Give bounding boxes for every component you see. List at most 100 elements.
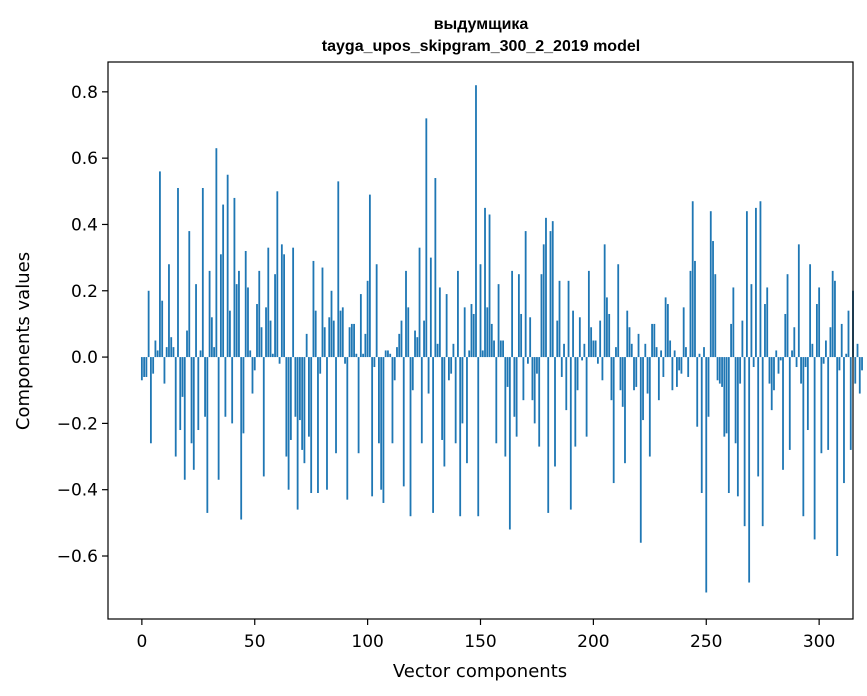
bar-component-243: [689, 270, 692, 358]
bar-component-118: [407, 307, 410, 358]
x-tick-label: 100: [351, 632, 383, 652]
bar-component-39: [229, 310, 231, 358]
y-axis-label: Components values: [13, 252, 34, 430]
bar-component-30: [208, 270, 211, 358]
bar-component-74: [308, 357, 310, 437]
bar-component-272: [755, 207, 757, 358]
bar-component-138: [452, 343, 455, 358]
bar-component-80: [321, 267, 324, 358]
bar-component-226: [651, 323, 653, 358]
bar-component-32: [213, 347, 216, 358]
x-axis-label: Vector components: [393, 661, 567, 682]
bar-component-46: [244, 250, 247, 358]
bar-component-115: [400, 320, 403, 358]
bar-component-122: [416, 337, 419, 358]
bar-component-68: [294, 357, 297, 417]
bar-component-134: [443, 357, 446, 467]
bar-component-256: [718, 357, 721, 384]
bar-component-157: [495, 357, 498, 444]
bar-component-29: [206, 357, 209, 513]
bar-component-262: [732, 287, 735, 358]
bar-component-166: [515, 357, 518, 437]
bar-component-45: [242, 357, 245, 434]
bar-component-92: [348, 327, 351, 358]
bar-component-111: [391, 357, 394, 444]
bar-component-196: [583, 343, 586, 358]
bar-component-10: [163, 357, 166, 384]
x-tick-label: 250: [690, 632, 722, 652]
bar-component-145: [468, 350, 471, 358]
bar-component-55: [265, 307, 267, 358]
bar-component-247: [698, 353, 701, 358]
bar-component-69: [296, 357, 299, 510]
bar-component-70: [298, 357, 301, 421]
bar-component-233: [666, 304, 669, 358]
bar-component-249: [703, 347, 705, 358]
bar-component-164: [511, 270, 514, 358]
bar-component-308: [836, 357, 839, 557]
bar-component-76: [312, 260, 315, 358]
bar-component-242: [687, 357, 690, 377]
bar-component-228: [655, 347, 658, 358]
bar-component-82: [326, 357, 328, 490]
x-tick-label: 300: [803, 632, 835, 652]
bar-component-60: [276, 191, 279, 358]
bar-component-245: [694, 260, 696, 358]
bar-component-250: [705, 357, 708, 593]
x-tick-label: 50: [244, 632, 266, 652]
bar-component-194: [578, 317, 581, 358]
bar-component-311: [843, 357, 845, 484]
bar-component-302: [822, 357, 825, 364]
bar-component-307: [834, 280, 836, 358]
bar-component-23: [192, 357, 195, 470]
bar-component-240: [682, 307, 685, 358]
bar-component-263: [734, 357, 737, 444]
bar-component-146: [470, 304, 473, 358]
bar-component-207: [608, 313, 611, 358]
bar-component-41: [233, 197, 236, 358]
bar-component-300: [818, 287, 821, 358]
bar-component-271: [752, 357, 755, 368]
bar-component-281: [775, 350, 778, 358]
bar-component-182: [551, 221, 554, 358]
bar-component-296: [809, 264, 812, 358]
bar-component-285: [784, 313, 787, 358]
bar-component-37: [224, 357, 227, 417]
bar-component-205: [603, 244, 606, 358]
bar-component-264: [736, 357, 739, 497]
bar-component-130: [434, 178, 437, 358]
bar-component-40: [231, 357, 234, 424]
bar-component-261: [730, 323, 732, 358]
bar-component-232: [664, 297, 667, 358]
bar-component-108: [384, 350, 387, 358]
bar-component-259: [725, 357, 728, 434]
bar-component-143: [463, 307, 466, 358]
bar-component-246: [696, 357, 699, 427]
bar-component-251: [707, 357, 710, 417]
bar-component-163: [508, 357, 511, 530]
bar-component-121: [414, 330, 416, 358]
chart-title-line-2: tayga_upos_skipgram_300_2_2019 model: [322, 38, 640, 55]
bar-component-184: [556, 320, 559, 358]
bar-component-57: [269, 320, 272, 358]
bar-component-49: [251, 357, 254, 394]
bar-component-35: [219, 254, 222, 358]
bar-component-123: [418, 247, 421, 358]
bar-component-200: [592, 340, 595, 358]
chart-title-line-1: выдумщика: [434, 16, 529, 33]
bar-component-120: [411, 357, 414, 391]
x-tick-label: 0: [136, 632, 147, 652]
x-axis-ticks: 0 50 100 150 200 250 300: [136, 619, 835, 652]
bar-component-238: [678, 357, 681, 371]
bar-component-159: [499, 340, 502, 358]
bar-component-132: [438, 287, 441, 358]
bar-component-254: [714, 274, 717, 358]
bar-component-50: [253, 357, 256, 371]
bar-component-103: [373, 357, 376, 368]
bar-component-126: [425, 118, 428, 358]
bar-component-11: [165, 347, 168, 358]
bar-component-284: [782, 357, 784, 470]
bar-component-137: [450, 357, 453, 374]
bar-component-160: [502, 340, 504, 358]
bar-component-62: [280, 244, 283, 358]
